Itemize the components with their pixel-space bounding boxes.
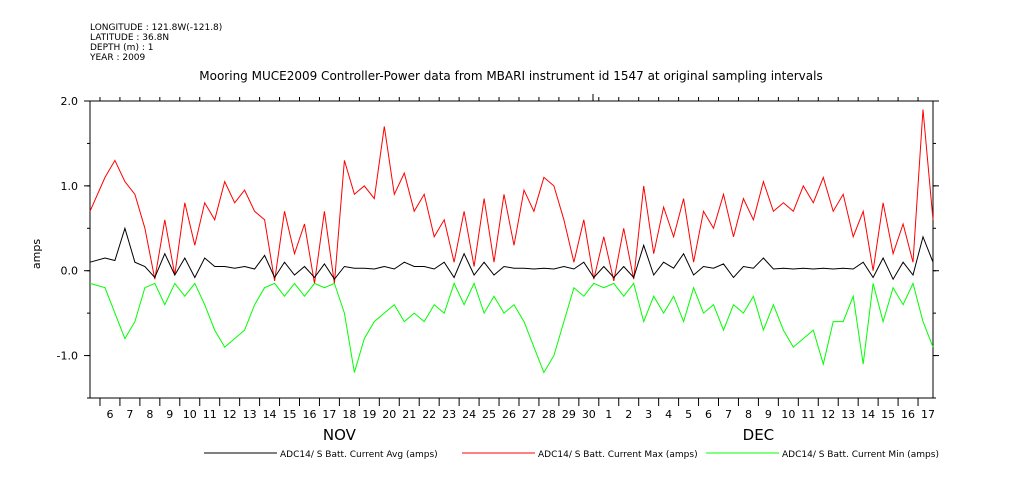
x-tick-label: 10 [183, 408, 197, 421]
legend: ADC14/ S Batt. Current Avg (amps) ADC14/ … [204, 450, 939, 460]
series-line-1 [89, 109, 934, 284]
y-tick-label: 0.0 [61, 265, 79, 278]
x-axis: 6 7 8 9 10 11 12 13 14 15 16 17 18 19 20 21 22 23 24 25 26 27… [99, 97, 935, 444]
x-tick-label: 15 [881, 408, 895, 421]
x-tick-label: 9 [765, 408, 772, 421]
x-tick-label: 4 [665, 408, 672, 421]
x-tick-label: 19 [362, 408, 376, 421]
x-tick-label: 12 [223, 408, 237, 421]
month-label: NOV [323, 426, 357, 444]
x-tick-label: 15 [283, 408, 297, 421]
y-axis-label: amps [30, 239, 43, 269]
x-tick-label: 25 [482, 408, 496, 421]
x-tick-label: 8 [146, 408, 153, 421]
x-tick-label: 16 [901, 408, 915, 421]
x-tick-label: 14 [861, 408, 875, 421]
x-tick-label: 6 [106, 408, 113, 421]
legend-label: ADC14/ S Batt. Current Min (amps) [782, 450, 939, 460]
x-tick-label: 27 [522, 408, 536, 421]
x-tick-label: 17 [322, 408, 336, 421]
chart-title: Mooring MUCE2009 Controller-Power data f… [199, 69, 822, 83]
x-tick-label: 8 [745, 408, 752, 421]
header-depth: DEPTH (m) : 1 [90, 43, 153, 53]
series-layer [89, 109, 934, 374]
plot-frame [89, 100, 934, 399]
x-tick-label: 1 [605, 408, 612, 421]
month-label: DEC [743, 426, 775, 444]
x-tick-label: 26 [502, 408, 516, 421]
x-tick-label: 11 [203, 408, 217, 421]
header-longitude: LONGITUDE : 121.8W(-121.8) [90, 23, 222, 33]
x-tick-label: 22 [422, 408, 436, 421]
y-axis: -1.0 0.0 1.0 2.0 [57, 95, 939, 399]
x-tick-label: 28 [542, 408, 556, 421]
x-tick-label: 21 [402, 408, 416, 421]
header-latitude: LATITUDE : 36.8N [90, 33, 169, 43]
header-year: YEAR : 2009 [89, 53, 146, 63]
x-tick-label: 12 [821, 408, 835, 421]
x-tick-label: 10 [781, 408, 795, 421]
x-tick-label: 9 [166, 408, 173, 421]
x-tick-label: 30 [582, 408, 596, 421]
x-tick-label: 14 [263, 408, 277, 421]
x-tick-label: 23 [442, 408, 456, 421]
series-line-0 [89, 226, 934, 281]
x-tick-label: 18 [342, 408, 356, 421]
x-tick-label: 11 [801, 408, 815, 421]
x-tick-label: 29 [562, 408, 576, 421]
x-tick-label: 16 [302, 408, 316, 421]
x-tick-label: 24 [462, 408, 476, 421]
x-tick-label: 20 [382, 408, 396, 421]
y-tick-label: 1.0 [61, 180, 79, 193]
x-tick-label: 13 [841, 408, 855, 421]
x-tick-label: 7 [126, 408, 133, 421]
series-line-2 [89, 281, 934, 374]
x-tick-label: 6 [705, 408, 712, 421]
y-tick-label: -1.0 [57, 350, 78, 363]
x-tick-label: 5 [685, 408, 692, 421]
x-tick-label: 17 [921, 408, 935, 421]
x-tick-label: 2 [625, 408, 632, 421]
y-tick-label: 2.0 [61, 95, 79, 108]
x-tick-label: 13 [243, 408, 257, 421]
legend-label: ADC14/ S Batt. Current Max (amps) [538, 450, 698, 460]
x-tick-label: 7 [725, 408, 732, 421]
x-tick-label: 3 [645, 408, 652, 421]
legend-label: ADC14/ S Batt. Current Avg (amps) [280, 450, 438, 460]
